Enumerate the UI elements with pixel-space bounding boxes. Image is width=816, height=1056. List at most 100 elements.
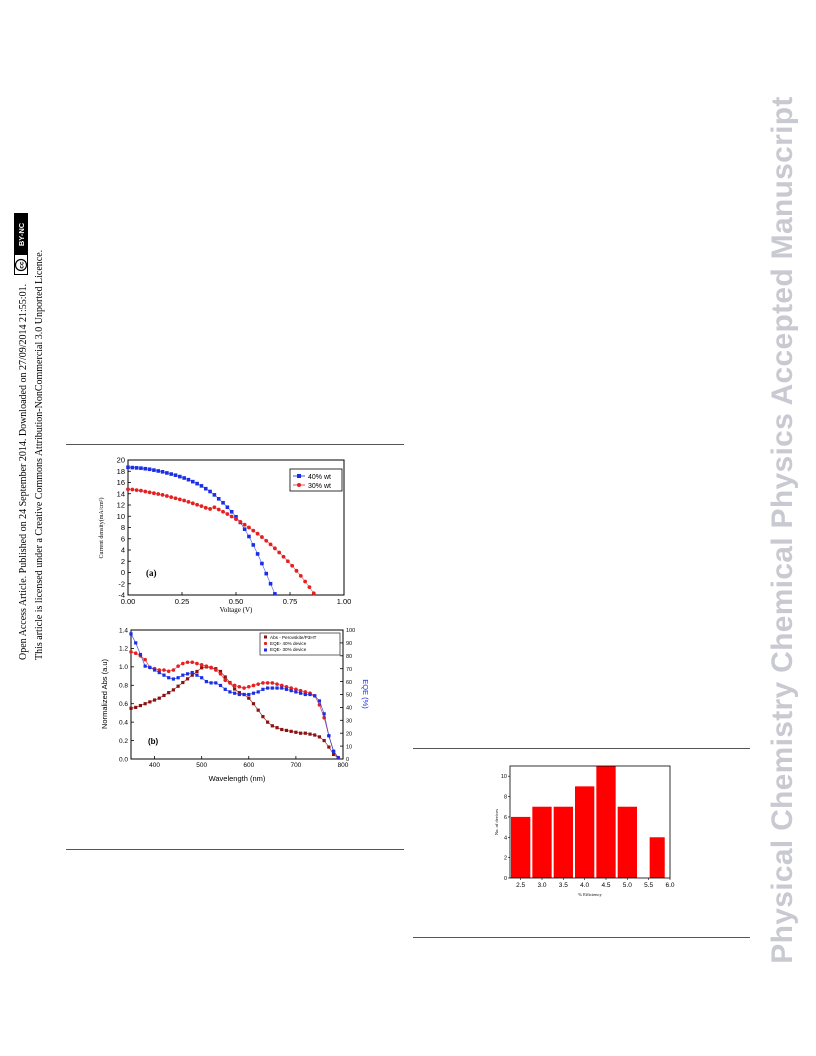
histogram-bar	[553, 806, 573, 878]
x-tick-label: 5.5	[644, 882, 653, 889]
data-point-40	[251, 543, 256, 547]
data-point-abs	[233, 687, 237, 691]
x-tick-label: 800	[338, 762, 349, 769]
data-point-eqe30	[152, 668, 157, 672]
y-axis-label: Current density(mA/cm²)	[98, 498, 105, 559]
legend-label-eqe40: EQE- 40% device	[270, 641, 307, 646]
x-tick-label: 500	[196, 762, 207, 769]
data-point-eqe30	[303, 692, 307, 697]
y-tick-label: 1.0	[119, 664, 128, 671]
histogram-bar	[575, 786, 595, 878]
data-point-30	[255, 531, 260, 536]
x-tick-label: 6.0	[665, 882, 674, 889]
data-point-abs	[256, 708, 260, 712]
open-access-line: Open Access Article. Published on 24 Sep…	[14, 140, 33, 660]
data-point-40	[273, 592, 277, 596]
data-point-40	[169, 472, 173, 476]
data-point-30	[156, 492, 161, 496]
data-point-eqe30	[171, 677, 175, 681]
data-point-eqe30	[256, 690, 260, 694]
y-tick-label: 6	[504, 815, 507, 821]
data-point-eqe30	[233, 691, 237, 695]
data-point-eqe30	[176, 676, 180, 680]
data-point-eqe40	[289, 686, 293, 690]
legend-marker-eqe40	[263, 641, 268, 646]
data-point-abs	[167, 691, 171, 695]
figure-top-rule	[66, 444, 404, 445]
series-line	[130, 651, 339, 758]
data-point-eqe30	[214, 681, 218, 685]
data-point-eqe30	[266, 686, 270, 690]
data-point-40	[221, 500, 225, 505]
data-point-40	[178, 474, 182, 479]
x-axis-label: % Efficiency	[578, 892, 602, 897]
data-point-30	[199, 504, 204, 509]
data-point-40	[268, 581, 273, 586]
data-point-eqe30	[223, 687, 227, 691]
data-point-abs	[299, 731, 303, 735]
data-point-eqe30	[289, 689, 293, 693]
data-point-eqe40	[162, 668, 166, 672]
legend-label-30: 30% wt	[308, 483, 331, 490]
y2-tick-label: 80	[346, 654, 352, 660]
figure-bottom-rule	[66, 849, 404, 850]
data-point-40	[160, 470, 165, 474]
cc-license-badge[interactable]: cc BY-NC	[14, 213, 33, 276]
y-tick-label: 0.6	[119, 701, 128, 708]
histogram-bar	[617, 806, 637, 878]
abs-eqe-chart: 400 500 600 700 800 0.0 0.2 0.4 0.6 0.8 1.0 1.2 1.4 0…	[100, 627, 370, 783]
data-point-eqe40	[223, 678, 228, 683]
data-point-abs	[322, 738, 326, 743]
data-point-abs	[162, 693, 166, 698]
y2-tick-label: 20	[346, 731, 352, 737]
data-point-eqe40	[251, 683, 256, 688]
data-point-eqe30	[299, 691, 303, 695]
y-tick-label: 6	[121, 534, 125, 543]
data-point-40	[195, 481, 199, 486]
histogram-bottom-rule	[413, 937, 750, 938]
y-tick-label: 16	[117, 478, 125, 487]
data-point-abs	[138, 703, 143, 708]
data-point-abs	[176, 684, 180, 688]
y-tick-label: 8	[504, 795, 507, 801]
data-point-eqe30	[242, 692, 246, 697]
histogram-top-rule	[413, 748, 750, 749]
open-access-note: Open Access Article. Published on 24 Sep…	[14, 140, 50, 660]
data-point-30	[216, 507, 221, 512]
open-access-text: Open Access Article. Published on 24 Sep…	[17, 283, 29, 660]
data-point-eqe40	[143, 657, 147, 662]
data-point-eqe40	[246, 684, 251, 689]
data-point-eqe30	[322, 712, 326, 716]
data-point-40	[208, 489, 212, 494]
data-point-30	[298, 573, 303, 578]
y-tick-label: 4	[504, 835, 507, 841]
data-point-eqe30	[275, 686, 279, 690]
data-point-40	[173, 473, 178, 477]
x-tick-label: 4.5	[601, 882, 610, 889]
licence-line: This article is licensed under a Creativ…	[34, 249, 45, 660]
y-tick-label: 12	[117, 501, 125, 510]
x-tick-label: 3.0	[537, 882, 546, 889]
y-tick-label: -2	[118, 579, 125, 588]
histogram-bar	[649, 837, 665, 878]
data-point-30	[126, 487, 130, 492]
data-point-eqe40	[232, 683, 237, 688]
data-point-eqe30	[138, 652, 143, 657]
data-point-30	[260, 535, 264, 539]
legend-marker-40	[297, 474, 301, 478]
data-point-eqe30	[181, 673, 185, 677]
data-point-eqe40	[166, 669, 171, 674]
y-tick-label: 18	[117, 467, 125, 476]
y-tick-label: 0.8	[119, 683, 128, 690]
data-point-abs	[251, 702, 256, 706]
data-point-abs	[195, 669, 199, 674]
data-point-40	[203, 486, 208, 491]
y-tick-label: 0	[504, 876, 507, 882]
data-point-abs	[223, 675, 227, 679]
legend: 40% wt 30% wt	[289, 468, 343, 492]
x-tick-label: 600	[243, 762, 254, 769]
legend-marker-30	[297, 483, 301, 487]
data-point-30	[311, 591, 316, 596]
data-point-40	[152, 468, 156, 472]
data-point-eqe30	[162, 673, 166, 677]
